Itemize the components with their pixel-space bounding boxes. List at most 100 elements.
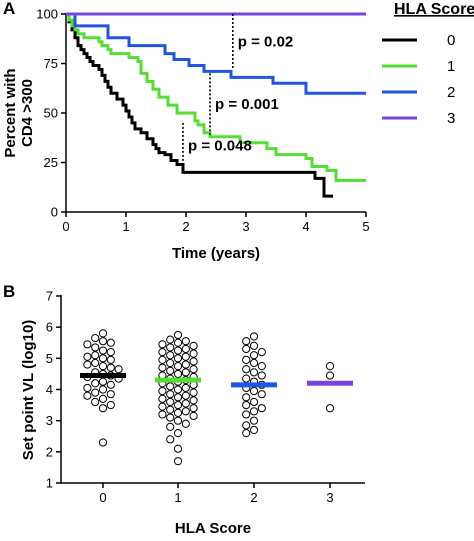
- data-point-hla-2: [249, 368, 259, 377]
- data-point-hla-0: [98, 354, 108, 363]
- x-tick-label-b: 0: [99, 490, 106, 505]
- y-axis-title-b: Set point VL (log10): [20, 320, 37, 461]
- data-point-hla-1: [158, 355, 167, 364]
- data-point-hla-1: [166, 358, 175, 368]
- data-point-hla-2: [249, 416, 259, 425]
- y-axis-title-a: Percent with CD4 >300: [2, 68, 36, 157]
- data-point-hla-0: [91, 388, 100, 397]
- data-point-hla-0: [106, 400, 115, 410]
- data-point-hla-1: [189, 411, 198, 421]
- y-tick-label-b: 3: [46, 413, 53, 428]
- data-point-hla-1: [173, 393, 183, 402]
- data-point-hla-1: [166, 343, 175, 352]
- legend-label-hla-3: 3: [447, 110, 455, 127]
- y-tick-label-b: 5: [46, 351, 53, 366]
- data-point-hla-0: [83, 391, 92, 400]
- data-point-hla-2: [242, 355, 251, 364]
- data-point-hla-0: [91, 333, 100, 343]
- data-point-hla-0: [106, 348, 115, 357]
- data-point-hla-0: [106, 355, 115, 364]
- data-point-hla-2: [257, 371, 266, 380]
- data-point-hla-0: [98, 346, 108, 355]
- legend-title: HLA Score: [394, 1, 474, 18]
- data-point-hla-1: [158, 402, 167, 411]
- legend-label-hla-1: 1: [447, 58, 455, 75]
- y-tick-label-b: 4: [46, 382, 53, 397]
- data-point-hla-0: [91, 379, 100, 388]
- data-point-hla-1: [181, 344, 190, 354]
- km-curve-hla-2: [66, 12, 366, 95]
- data-point-hla-1: [173, 369, 183, 379]
- data-point-hla-0: [83, 360, 92, 369]
- km-curve-hla-0: [66, 12, 333, 198]
- y-axis-title-line1: Percent with: [2, 68, 19, 157]
- data-point-hla-1: [158, 340, 167, 349]
- x-tick-label-a: 4: [302, 219, 309, 234]
- data-point-hla-1: [189, 388, 198, 397]
- data-point-hla-1: [158, 348, 167, 357]
- y-tick-label-a: 0: [51, 205, 58, 220]
- data-point-hla-1: [189, 341, 198, 350]
- data-point-hla-1: [173, 385, 183, 394]
- data-point-hla-2: [242, 400, 251, 410]
- data-point-hla-1: [158, 386, 167, 396]
- data-point-hla-1: [166, 405, 175, 414]
- data-point-hla-2: [249, 407, 259, 416]
- data-point-hla-2: [257, 348, 266, 357]
- data-point-hla-3: [325, 362, 335, 371]
- data-point-hla-1: [173, 416, 183, 425]
- data-point-hla-0: [83, 340, 92, 349]
- p-value-label: p = 0.001: [215, 96, 279, 113]
- x-axis-title-a: Time (years): [172, 245, 260, 262]
- data-point-hla-1: [158, 363, 167, 372]
- panel-b-scatter-chart: B 1 2 3 4 5 6 7 0 1 2 3 HLA Score Set point VL (log10…: [3, 282, 365, 537]
- data-point-hla-0: [98, 404, 108, 413]
- data-point-hla-1: [166, 366, 175, 375]
- y-tick-label-a: 100: [36, 7, 58, 22]
- data-point-hla-1: [189, 404, 198, 413]
- data-point-hla-2: [257, 390, 266, 399]
- data-point-hla-1: [173, 354, 183, 363]
- data-point-hla-1: [166, 422, 175, 431]
- data-point-hla-1: [173, 346, 183, 355]
- p-value-label: p = 0.02: [238, 34, 293, 51]
- data-point-hla-2: [242, 374, 251, 383]
- data-point-hla-1: [189, 349, 198, 358]
- data-point-hla-1: [173, 362, 183, 371]
- data-point-hla-1: [166, 382, 175, 391]
- data-point-hla-1: [181, 399, 190, 408]
- data-point-hla-0: [98, 377, 108, 386]
- data-point-hla-1: [173, 338, 183, 347]
- data-point-hla-1: [181, 383, 190, 393]
- data-point-hla-1: [173, 408, 183, 417]
- x-tick-label-a: 2: [182, 219, 189, 234]
- data-point-hla-2: [242, 344, 251, 354]
- panel-a-kaplan-meier-chart: A 0 25 50 75 100 0 1 2 3 4 5 Time (years) Percent wit…: [2, 0, 474, 262]
- data-point-hla-1: [166, 435, 175, 444]
- panel-label-a: A: [3, 0, 15, 18]
- x-axis-title-b: HLA Score: [175, 520, 251, 537]
- y-tick-label-b: 2: [46, 444, 53, 459]
- y-tick-label-b: 6: [46, 320, 53, 335]
- data-point-hla-0: [98, 438, 108, 447]
- data-point-hla-2: [242, 365, 251, 374]
- data-point-hla-2: [242, 393, 251, 402]
- data-point-hla-1: [158, 394, 167, 403]
- data-point-hla-2: [249, 386, 259, 396]
- y-tick-label-a: 50: [44, 106, 58, 121]
- data-point-hla-0: [83, 383, 92, 393]
- data-point-hla-0: [106, 338, 115, 347]
- data-point-hla-1: [166, 390, 175, 399]
- y-tick-label-b: 7: [46, 289, 53, 304]
- data-point-hla-1: [166, 351, 175, 360]
- data-point-hla-1: [173, 330, 183, 340]
- data-point-hla-2: [249, 425, 259, 435]
- data-point-hla-2: [242, 421, 251, 430]
- data-point-hla-2: [249, 332, 259, 341]
- x-tick-label-b: 3: [326, 490, 333, 505]
- data-point-hla-2: [242, 410, 251, 419]
- data-point-hla-0: [98, 337, 108, 346]
- data-point-hla-2: [249, 397, 259, 407]
- data-point-hla-1: [181, 407, 190, 416]
- data-point-hla-0: [98, 329, 108, 338]
